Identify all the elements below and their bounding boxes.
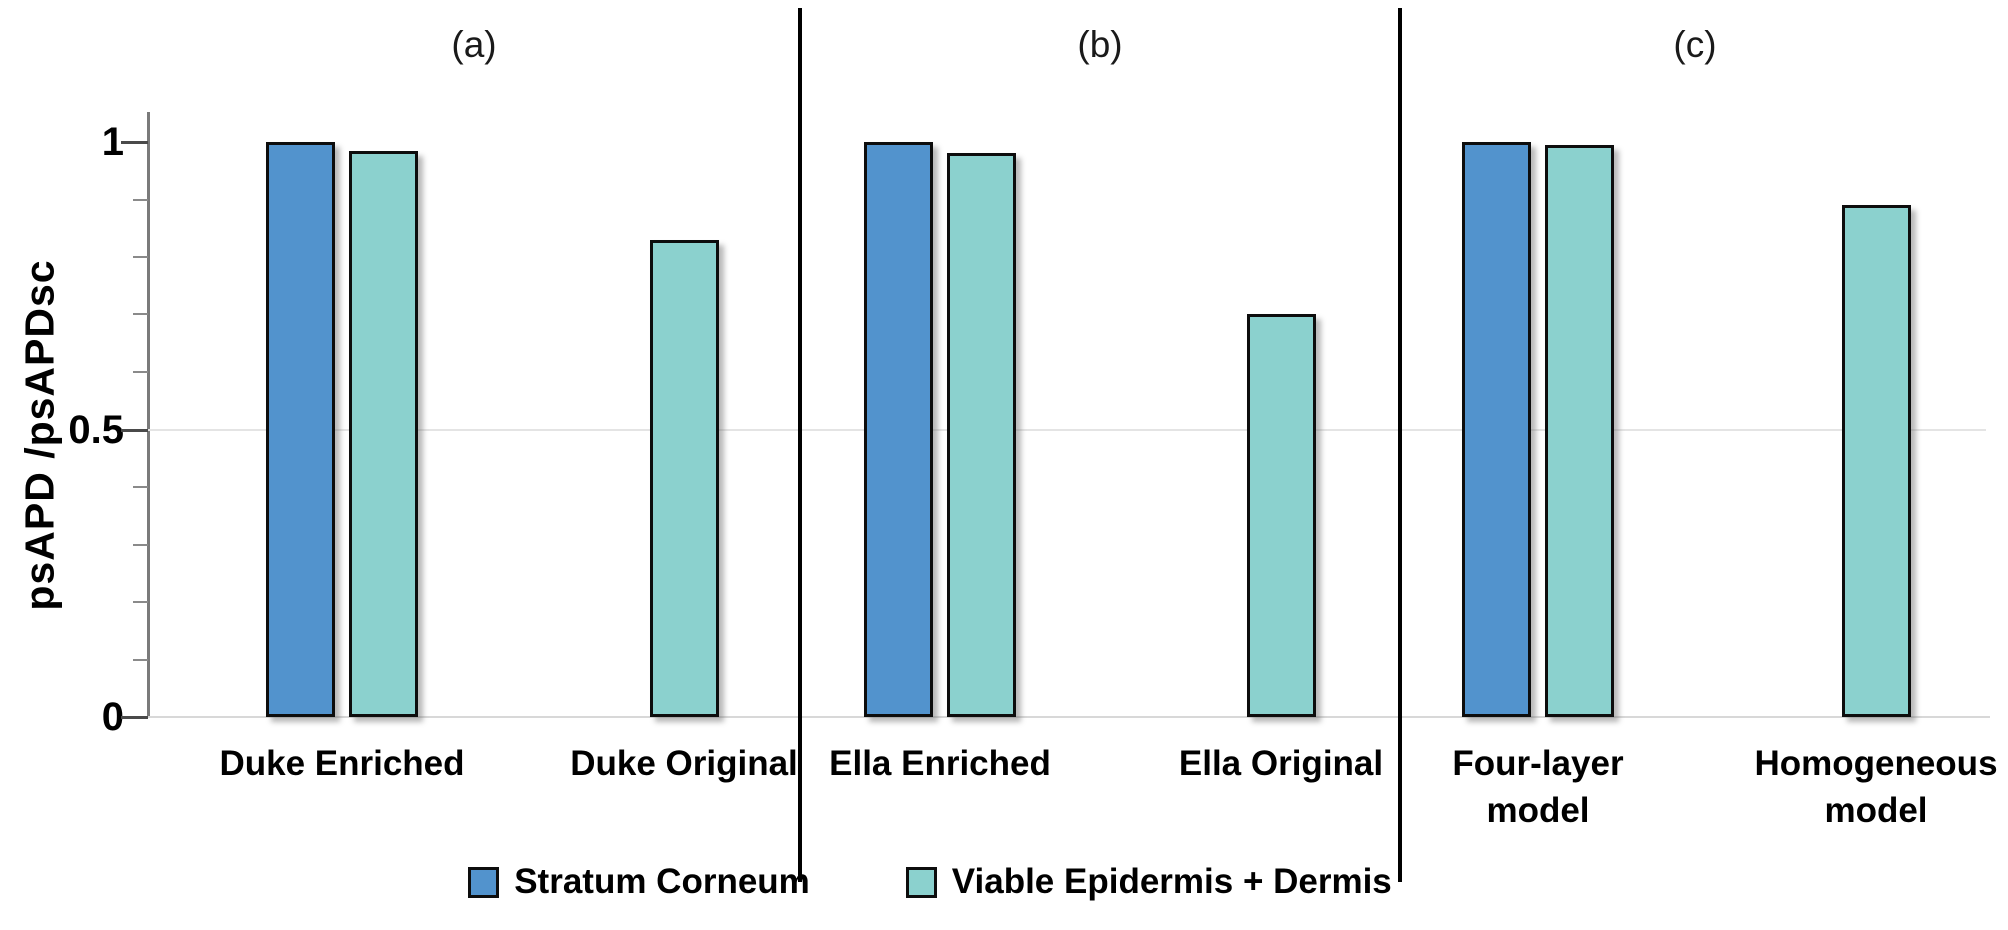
bar-duke-original-viable-epidermis-dermis: [650, 240, 719, 717]
panel-letter-b: (b): [1077, 24, 1123, 65]
panel-letter-a: (a): [451, 24, 497, 65]
y-minor-tick-0.4: [133, 486, 148, 488]
bar-four-layer-model-viable-epidermis-dermis: [1545, 145, 1614, 717]
y-minor-tick-0.2: [133, 601, 148, 603]
bar-homogeneous-model-viable-epidermis-dermis: [1842, 205, 1911, 717]
bar-duke-enriched-viable-epidermis-dermis: [349, 151, 418, 717]
y-major-tick-0.5: [121, 429, 148, 432]
bar-ella-original-viable-epidermis-dermis: [1247, 314, 1316, 717]
y-minor-tick-0.9: [133, 199, 148, 201]
y-minor-tick-0.1: [133, 659, 148, 661]
category-label-duke-enriched: Duke Enriched: [219, 744, 465, 783]
bar-four-layer-model-stratum-corneum: [1462, 142, 1531, 717]
y-minor-tick-0.3: [133, 544, 148, 546]
gridline-0-5: [148, 429, 1986, 431]
legend-item-stratum-corneum: Stratum Corneum: [468, 862, 810, 902]
y-major-tick-1.0: [121, 141, 148, 144]
category-label-ella-original: Ella Original: [1178, 744, 1384, 783]
category-label-homogeneous-model: Homogeneous model: [1754, 744, 1998, 831]
category-label-four-layer-model: Four-layer model: [1452, 744, 1624, 831]
x-axis-baseline: [136, 716, 1990, 718]
y-major-tick-0.0: [121, 716, 148, 719]
y-minor-tick-0.8: [133, 256, 148, 258]
y-minor-tick-0.7: [133, 313, 148, 315]
bar-duke-enriched-stratum-corneum: [266, 142, 335, 717]
legend: Stratum Corneum Viable Epidermis + Dermi…: [300, 854, 1560, 910]
panel-divider-2: [1398, 8, 1402, 882]
category-label-ella-enriched: Ella Enriched: [829, 744, 1051, 783]
y-tick-label-0-5: 0.5: [68, 408, 124, 452]
legend-item-viable-epidermis-dermis: Viable Epidermis + Dermis: [905, 862, 1392, 902]
legend-swatch-stratum-corneum: [468, 866, 500, 898]
y-tick-label-1: 1: [101, 120, 124, 164]
panel-divider-1: [798, 8, 802, 882]
y-axis-line: [147, 112, 150, 718]
legend-swatch-viable-epidermis-dermis: [905, 866, 937, 898]
legend-label-viable-epidermis-dermis: Viable Epidermis + Dermis: [951, 862, 1392, 901]
legend-label-stratum-corneum: Stratum Corneum: [514, 862, 810, 901]
bar-ella-enriched-viable-epidermis-dermis: [947, 153, 1016, 717]
category-label-duke-original: Duke Original: [570, 744, 798, 783]
y-minor-tick-0.6: [133, 371, 148, 373]
y-tick-label-0: 0: [101, 695, 124, 739]
panel-letter-c: (c): [1673, 24, 1717, 65]
bar-ella-enriched-stratum-corneum: [864, 142, 933, 717]
